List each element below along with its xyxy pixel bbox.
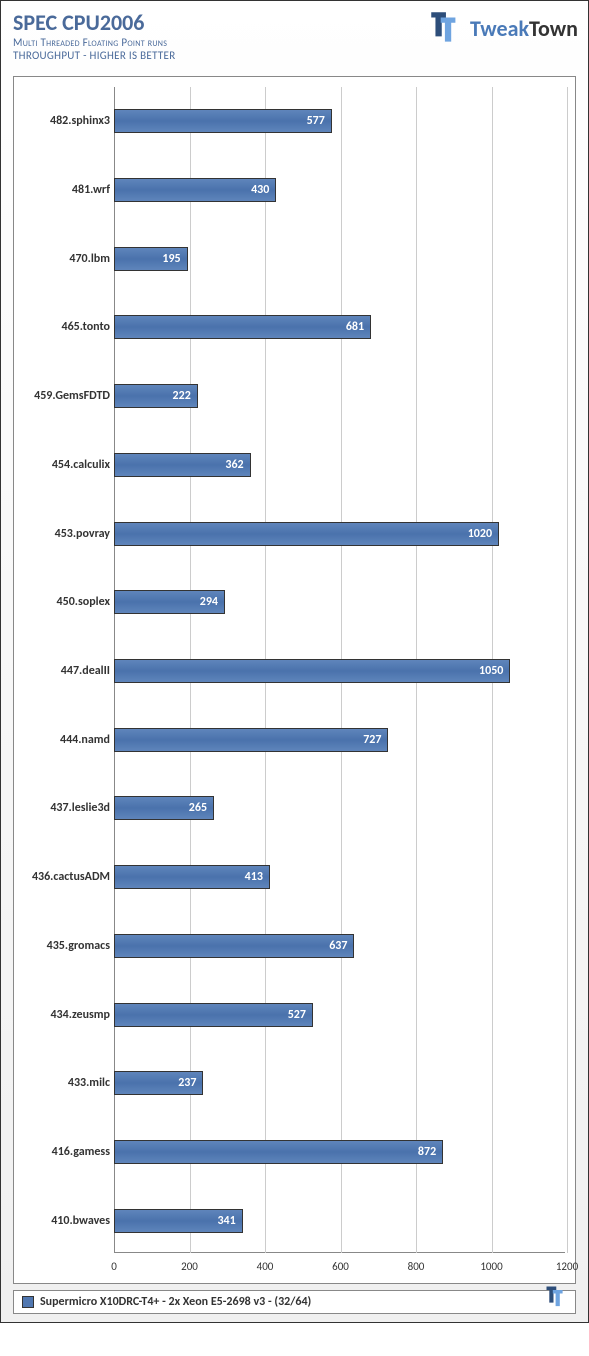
y-category-label: 434.zeusmp xyxy=(16,1008,110,1022)
brand-text-town: Town xyxy=(529,15,578,42)
bar-value-label: 362 xyxy=(225,458,243,472)
y-category-label: 416.gamess xyxy=(16,1145,110,1159)
data-bar: 430 xyxy=(114,178,276,202)
bar-value-label: 1050 xyxy=(479,664,503,678)
y-category-label: 481.wrf xyxy=(16,183,110,197)
data-bar: 341 xyxy=(114,1209,243,1233)
data-bar: 294 xyxy=(114,590,225,614)
data-bar: 681 xyxy=(114,315,371,339)
bar-value-label: 195 xyxy=(162,252,180,266)
data-bar: 527 xyxy=(114,1003,313,1027)
data-bar: 222 xyxy=(114,384,198,408)
chart-container: SPEC CPU2006 Multi Threaded Floating Poi… xyxy=(0,0,589,1323)
data-bar: 577 xyxy=(114,109,332,133)
y-category-label: 437.leslie3d xyxy=(16,801,110,815)
bar-value-label: 1020 xyxy=(468,527,492,541)
bar-value-label: 637 xyxy=(329,939,347,953)
y-category-label: 450.soplex xyxy=(16,595,110,609)
y-category-label: 453.povray xyxy=(16,527,110,541)
y-category-label: 447.dealII xyxy=(16,664,110,678)
data-bar: 265 xyxy=(114,796,214,820)
x-tick-label: 0 xyxy=(111,1260,117,1273)
bar-value-label: 294 xyxy=(200,595,218,609)
legend-swatch xyxy=(22,1296,34,1308)
legend-label: Supermicro X10DRC-T4+ - 2x Xeon E5-2698 … xyxy=(40,1295,311,1309)
bar-value-label: 577 xyxy=(307,114,325,128)
bar-value-label: 527 xyxy=(288,1008,306,1022)
data-bar: 413 xyxy=(114,865,270,889)
bar-value-label: 413 xyxy=(245,870,263,884)
bar-value-label: 265 xyxy=(189,801,207,815)
x-tick-label: 400 xyxy=(257,1260,274,1273)
plot-inner: 577 430 195 681 222 362 1020 294 1050 727 265 413 63… xyxy=(114,87,565,1253)
data-bar: 1020 xyxy=(114,522,499,546)
x-tick-label: 800 xyxy=(408,1260,425,1273)
bar-value-label: 222 xyxy=(173,389,191,403)
tt-icon xyxy=(426,7,468,49)
x-axis-line xyxy=(114,1252,565,1253)
x-tick-label: 1200 xyxy=(556,1260,578,1273)
y-category-label: 470.lbm xyxy=(16,252,110,266)
bar-value-label: 341 xyxy=(217,1214,235,1228)
y-category-label: 433.milc xyxy=(16,1076,110,1090)
y-category-label: 435.gromacs xyxy=(16,939,110,953)
brand-text: TweakTown xyxy=(470,15,578,42)
data-bar: 1050 xyxy=(114,659,510,683)
data-bar: 362 xyxy=(114,453,251,477)
y-category-label: 459.GemsFDTD xyxy=(16,389,110,403)
data-bar: 637 xyxy=(114,934,354,958)
chart-subtitle-2: THROUGHPUT - HIGHER IS BETTER xyxy=(13,49,576,62)
bar-value-label: 681 xyxy=(346,320,364,334)
bar-value-label: 727 xyxy=(363,733,381,747)
x-tick-label: 600 xyxy=(332,1260,349,1273)
y-category-label: 410.bwaves xyxy=(16,1214,110,1228)
data-bar: 727 xyxy=(114,728,388,752)
data-bar: 872 xyxy=(114,1140,443,1164)
brand-text-tweak: Tweak xyxy=(470,15,529,42)
y-category-label: 465.tonto xyxy=(16,320,110,334)
y-category-label: 482.sphinx3 xyxy=(16,114,110,128)
legend: Supermicro X10DRC-T4+ - 2x Xeon E5-2698 … xyxy=(13,1290,576,1314)
plot-area: 577 430 195 681 222 362 1020 294 1050 727 265 413 63… xyxy=(13,76,576,1284)
y-category-label: 454.calculix xyxy=(16,458,110,472)
tt-icon-small xyxy=(543,1283,571,1311)
data-bar: 237 xyxy=(114,1071,203,1095)
x-tick-label: 200 xyxy=(181,1260,198,1273)
gridline xyxy=(567,87,568,1253)
data-bar: 195 xyxy=(114,247,188,271)
y-category-label: 444.namd xyxy=(16,733,110,747)
bar-value-label: 430 xyxy=(251,183,269,197)
x-tick-label: 1000 xyxy=(480,1260,502,1273)
bar-value-label: 872 xyxy=(418,1145,436,1159)
bar-value-label: 237 xyxy=(178,1076,196,1090)
brand-logo: TweakTown xyxy=(426,7,578,49)
y-category-label: 436.cactusADM xyxy=(16,870,110,884)
